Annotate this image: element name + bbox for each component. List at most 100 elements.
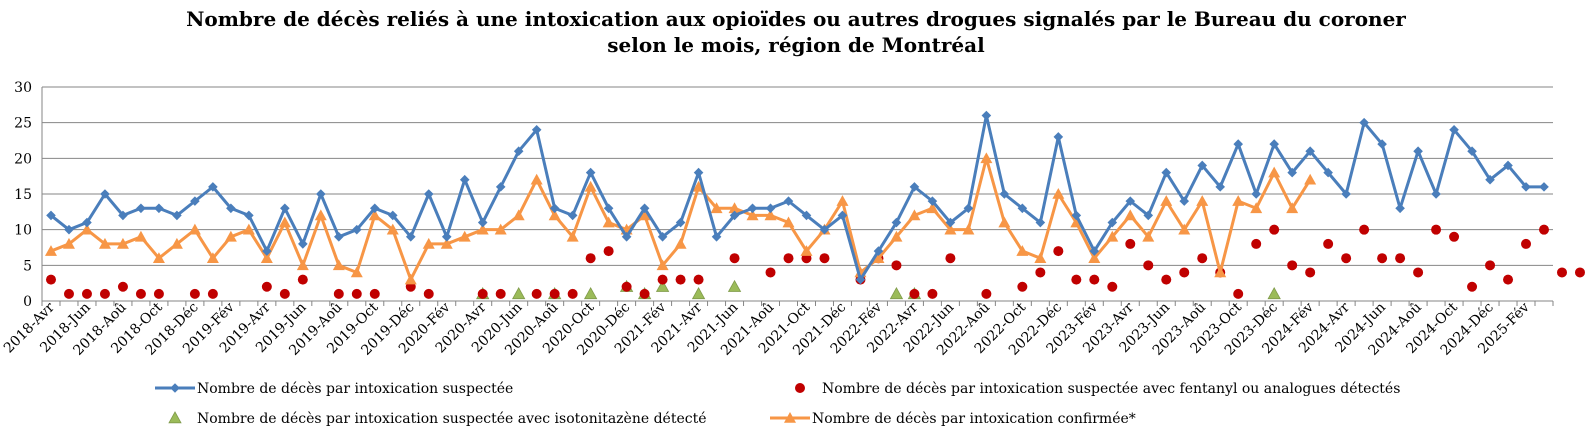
data-point [710,202,723,214]
data-point [1268,166,1281,178]
data-point [477,288,488,299]
data-point [1088,252,1101,263]
data-point [278,216,291,228]
data-point [1539,224,1550,235]
data-point [1413,146,1423,156]
data-point [1196,195,1209,206]
data-point [1556,267,1567,278]
data-point [351,288,362,299]
data-point [513,146,524,156]
data-point [1503,274,1514,285]
data-point [1232,195,1245,206]
data-point [675,274,686,285]
data-point [244,210,254,221]
data-point [621,281,632,292]
data-point [657,232,668,242]
data-point [872,252,885,263]
data-point [1178,223,1191,235]
data-point [316,189,326,199]
data-point [945,253,956,264]
data-point [188,223,201,235]
chart-title: Nombre de décès reliés à une intoxicatio… [0,6,1592,58]
data-point [1161,167,1172,178]
data-point [585,167,596,178]
data-point [1053,132,1064,142]
data-point [638,209,651,221]
data-point [1143,260,1154,271]
data-point [711,232,722,242]
data-point [45,274,56,285]
series-0 [46,110,1549,285]
data-point [837,210,848,221]
legend-label: Nombre de décès par intoxication suspect… [197,411,707,427]
data-point [44,245,57,256]
data-point [727,279,742,292]
data-point [583,287,598,300]
data-point [945,217,956,228]
data-point [1233,288,1244,299]
data-point [1359,117,1369,128]
data-point [350,266,363,278]
data-point [873,246,884,256]
data-point [1395,253,1406,264]
data-point [819,253,830,264]
legend-item-1: Nombre de décès par intoxication suspect… [795,381,1400,397]
data-point [1250,202,1263,214]
data-point [279,288,290,299]
data-point [1269,139,1279,149]
data-point [172,210,182,221]
data-point [1053,246,1064,257]
data-point [334,232,344,242]
data-point [944,223,957,235]
data-point [261,281,272,292]
data-point [262,246,272,256]
data-point [1251,238,1262,249]
chart-title-line1: Nombre de décès reliés à une intoxicatio… [186,7,1406,31]
data-point [369,288,380,299]
data-point [82,217,92,228]
data-point [458,230,471,242]
data-point [639,288,650,299]
data-point [729,210,740,221]
data-point [477,217,488,228]
data-point [1251,189,1261,199]
legend-marker [784,412,796,423]
data-point [1071,274,1082,285]
data-point [1269,224,1280,235]
data-point [296,259,309,271]
data-point [1449,231,1460,242]
series-2 [476,279,1281,300]
data-point [1503,160,1513,171]
legend: Nombre de décès par intoxication suspect… [155,381,1400,427]
data-point [1107,281,1118,292]
data-point [765,267,776,278]
data-point [729,253,740,264]
data-point [891,217,902,228]
data-point [567,288,578,299]
data-point [1305,146,1315,156]
data-point [674,237,687,249]
data-point [118,210,128,221]
data-point [836,195,849,206]
data-point [656,259,669,271]
data-point [494,223,507,235]
data-point [783,196,794,206]
data-point [423,288,434,299]
data-point [314,209,327,221]
data-point [512,287,526,300]
data-point [1142,230,1155,242]
data-point [549,203,560,214]
data-point [963,203,974,214]
data-point [152,252,165,263]
data-point [1089,246,1100,256]
data-point [1377,253,1388,264]
data-point [530,173,543,185]
data-point [1125,196,1136,206]
data-point [1017,203,1028,214]
data-point [889,287,904,300]
data-point [495,182,506,192]
data-point [1017,281,1028,292]
y-tick-label: 5 [23,258,32,274]
data-point [46,210,56,221]
data-point [190,196,200,206]
